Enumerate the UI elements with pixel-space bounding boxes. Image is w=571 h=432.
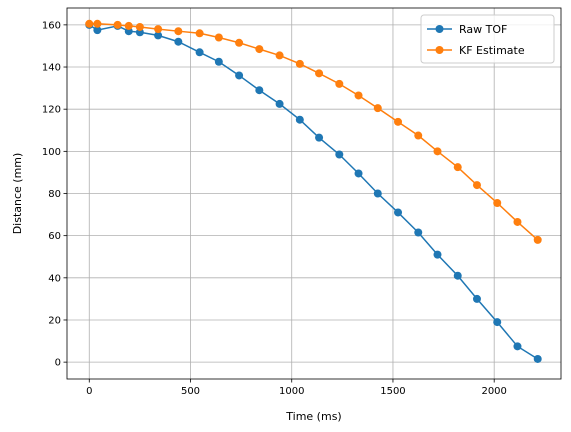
data-point-raw-tof — [154, 31, 163, 40]
data-point-kf-estimate — [154, 25, 163, 34]
x-tick-label: 2000 — [481, 386, 506, 397]
data-point-kf-estimate — [533, 235, 542, 244]
series-line-raw-tof — [88, 24, 539, 360]
data-point-kf-estimate — [135, 22, 144, 31]
y-tick-label: 160 — [42, 20, 61, 31]
y-tick-label: 120 — [42, 105, 61, 116]
x-tick-label: 1500 — [380, 386, 405, 397]
y-tick-label: 0 — [55, 358, 61, 369]
data-point-kf-estimate — [124, 21, 133, 30]
data-point-kf-estimate — [255, 45, 264, 54]
data-point-kf-estimate — [513, 217, 522, 226]
series-layer — [85, 19, 542, 363]
data-point-raw-tof — [295, 115, 304, 124]
y-tick-label: 140 — [42, 63, 61, 74]
data-point-raw-tof — [513, 342, 522, 351]
y-tick-label: 100 — [42, 147, 61, 158]
y-tick-label: 60 — [48, 231, 61, 242]
data-point-raw-tof — [433, 250, 442, 259]
data-point-raw-tof — [394, 208, 403, 217]
data-point-raw-tof — [354, 169, 363, 178]
x-axis-label: Time (ms) — [285, 410, 341, 423]
data-point-kf-estimate — [275, 51, 284, 60]
data-point-raw-tof — [493, 318, 502, 327]
data-point-kf-estimate — [335, 79, 344, 88]
x-tick-label: 500 — [181, 386, 200, 397]
data-point-kf-estimate — [85, 19, 94, 28]
data-point-raw-tof — [453, 271, 462, 280]
data-point-kf-estimate — [394, 117, 403, 126]
legend-marker-kf-estimate — [435, 46, 444, 54]
data-point-raw-tof — [93, 26, 102, 35]
y-tick-label: 80 — [48, 189, 61, 200]
y-tick-label: 20 — [48, 315, 61, 326]
data-point-kf-estimate — [93, 19, 102, 28]
data-point-raw-tof — [174, 37, 183, 46]
data-point-kf-estimate — [354, 91, 363, 100]
data-point-kf-estimate — [373, 104, 382, 113]
data-point-kf-estimate — [433, 147, 442, 156]
data-point-raw-tof — [533, 354, 542, 363]
data-point-kf-estimate — [113, 20, 122, 29]
data-point-raw-tof — [414, 228, 423, 237]
legend-marker-raw-tof — [435, 25, 444, 33]
legend-box — [420, 14, 555, 64]
data-point-raw-tof — [275, 99, 284, 108]
axis-ticks: 0 500 1000 1500 2000 0 20 40 60 80 100 120 140 160 — [42, 20, 507, 397]
legend-label-raw-tof: Raw TOF — [459, 23, 507, 36]
legend: Raw TOF KF Estimate — [420, 14, 555, 64]
x-tick-label: 1000 — [279, 386, 304, 397]
data-point-raw-tof — [472, 294, 481, 303]
data-point-raw-tof — [255, 86, 264, 95]
data-point-raw-tof — [235, 71, 244, 80]
data-point-kf-estimate — [493, 198, 502, 207]
legend-label-kf-estimate: KF Estimate — [459, 44, 525, 57]
data-point-kf-estimate — [315, 69, 324, 78]
data-point-kf-estimate — [472, 181, 481, 190]
y-axis-label: Distance (mm) — [11, 153, 24, 235]
data-point-raw-tof — [315, 133, 324, 142]
data-point-kf-estimate — [214, 33, 223, 42]
data-point-raw-tof — [214, 57, 223, 66]
data-point-kf-estimate — [174, 27, 183, 36]
data-point-kf-estimate — [235, 38, 244, 47]
data-point-kf-estimate — [414, 131, 423, 140]
data-point-kf-estimate — [453, 163, 462, 172]
data-point-raw-tof — [373, 189, 382, 198]
data-point-raw-tof — [335, 150, 344, 159]
data-point-raw-tof — [195, 48, 204, 57]
data-point-kf-estimate — [195, 29, 204, 38]
x-tick-label: 0 — [86, 386, 92, 397]
data-point-kf-estimate — [295, 59, 304, 68]
y-tick-label: 40 — [48, 273, 61, 284]
